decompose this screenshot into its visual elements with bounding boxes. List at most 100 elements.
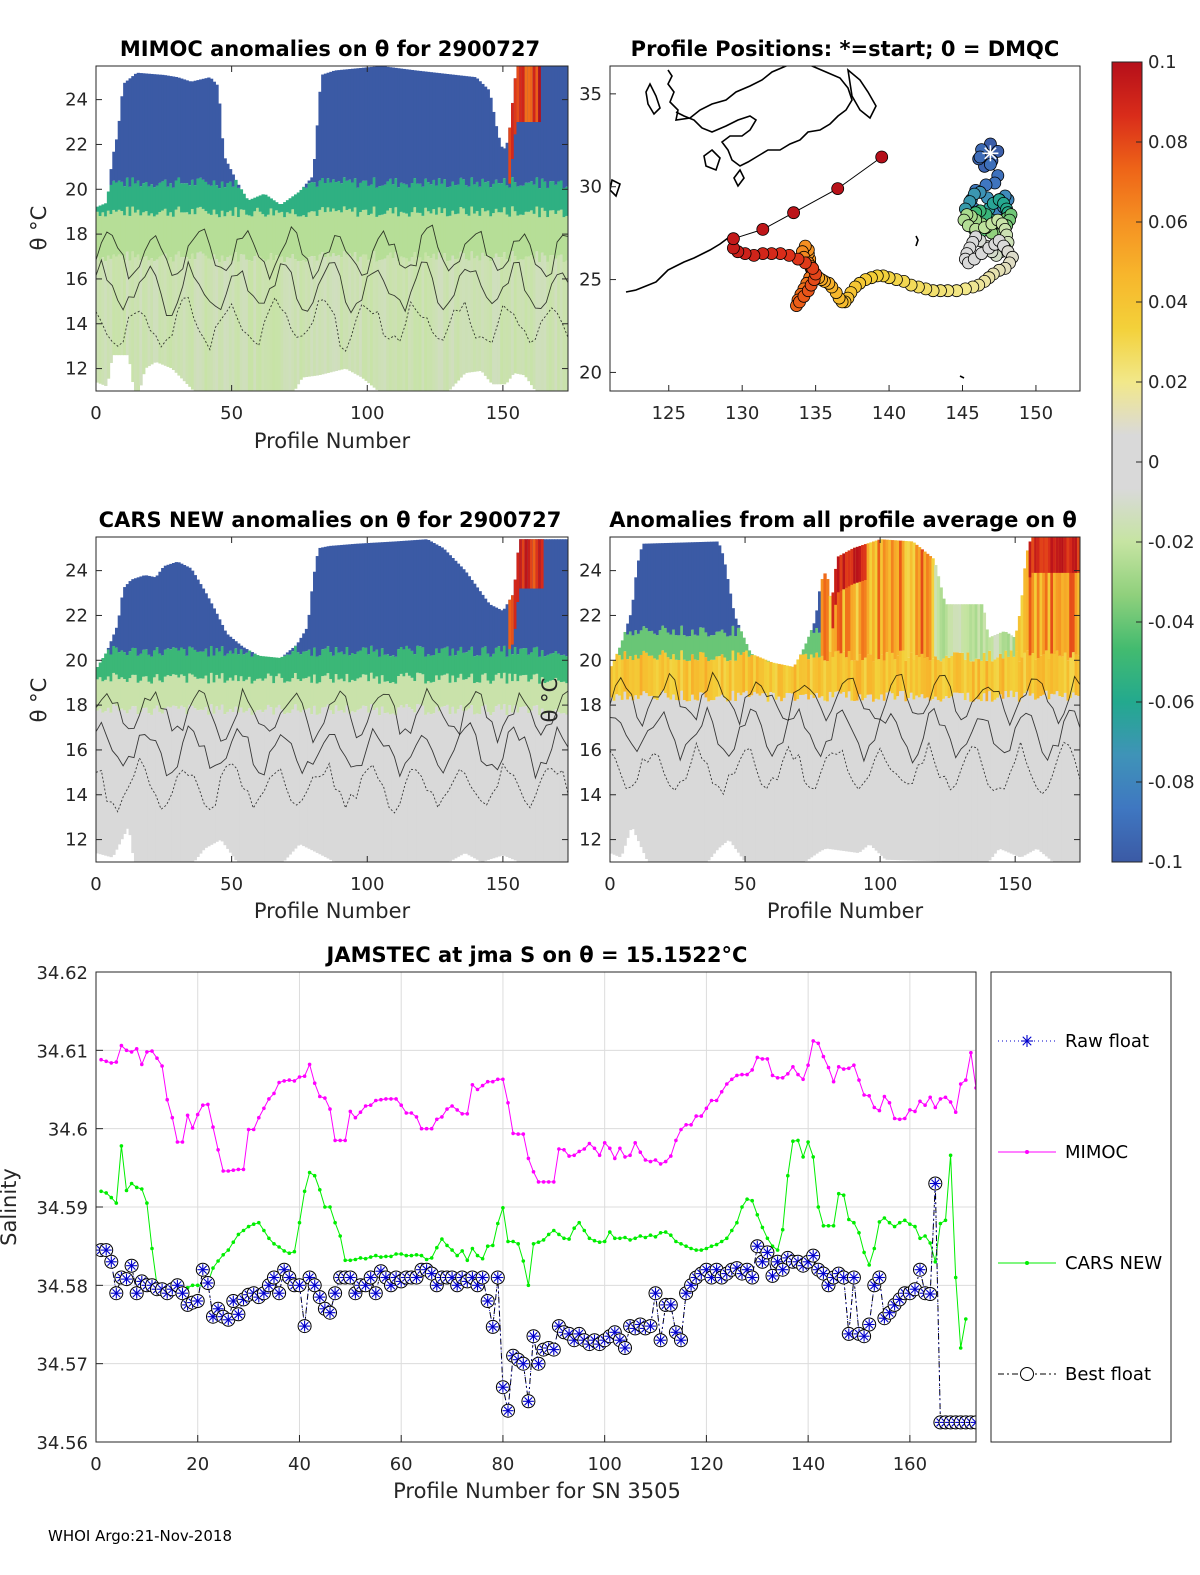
section-cell <box>207 258 211 391</box>
series-point <box>796 1072 800 1077</box>
section-cell <box>426 256 431 391</box>
section-cell <box>1031 537 1035 573</box>
section-cell <box>1047 658 1051 700</box>
series-point <box>389 1097 393 1101</box>
section-cell <box>223 630 227 656</box>
section-cell <box>481 252 485 373</box>
section-cell <box>237 261 241 391</box>
section-cell <box>264 194 268 217</box>
section-cell <box>171 563 176 648</box>
section-cell <box>726 636 730 662</box>
section-cell <box>364 67 368 181</box>
series-point <box>806 1063 810 1067</box>
section-cell <box>990 701 995 857</box>
section-cell <box>546 681 550 714</box>
section-cell <box>142 257 146 375</box>
section-cell <box>977 699 981 862</box>
section-cell <box>923 658 927 699</box>
section-cell <box>182 649 187 676</box>
section-cell <box>356 187 360 217</box>
series-point <box>658 1231 663 1235</box>
section-cell <box>193 708 197 861</box>
section-cell <box>280 211 284 257</box>
section-cell <box>245 198 249 215</box>
y-tick-label: 12 <box>579 830 602 851</box>
section-cell <box>209 603 214 646</box>
section-cell <box>1031 653 1035 694</box>
section-cell <box>521 214 526 260</box>
raw-float-star <box>371 1288 381 1298</box>
section-cell <box>256 207 260 253</box>
section-cell <box>413 540 417 655</box>
section-cell <box>378 656 382 684</box>
section-cell <box>161 713 165 862</box>
section-cell <box>508 673 512 705</box>
section-cell <box>709 635 714 660</box>
section-cell <box>513 647 518 674</box>
section-cell <box>1071 652 1076 693</box>
section-cell <box>720 629 725 655</box>
section-cell <box>669 634 673 660</box>
raw-float-star <box>193 1296 202 1306</box>
section-cell <box>313 182 317 212</box>
section-cell <box>128 78 132 187</box>
section-cell <box>551 181 556 211</box>
x-tick-label: 150 <box>486 403 520 424</box>
section-cell <box>291 678 295 710</box>
raw-float-star <box>132 1288 141 1298</box>
section-cell <box>693 659 698 700</box>
raw-float-star <box>773 1257 782 1267</box>
series-point <box>363 1104 368 1108</box>
section-cell <box>348 208 352 254</box>
series-point <box>918 1099 922 1104</box>
section-cell <box>549 181 553 211</box>
series-point <box>429 1126 434 1131</box>
series-point <box>602 1239 607 1244</box>
section-cell <box>223 655 227 683</box>
section-cell <box>845 697 849 852</box>
section-cell <box>283 682 287 715</box>
track-point <box>756 222 770 236</box>
section-cell <box>304 187 309 217</box>
section-cell <box>565 683 568 715</box>
section-cell <box>557 210 561 256</box>
section-cell <box>872 701 876 848</box>
section-cell <box>540 650 545 678</box>
section-cell <box>448 555 452 656</box>
series-point <box>521 1259 526 1263</box>
section-cell <box>901 691 906 861</box>
section-cell <box>106 191 111 211</box>
section-cell <box>337 210 341 255</box>
section-cell <box>527 66 531 123</box>
series-point <box>725 1236 729 1241</box>
section-cell <box>117 209 122 255</box>
legend-swatch-dot <box>1025 1150 1029 1154</box>
section-cell <box>359 708 363 862</box>
section-cell <box>718 545 722 632</box>
section-cell <box>386 654 390 682</box>
section-cell <box>109 641 113 655</box>
section-cell <box>736 627 741 653</box>
section-cell <box>426 712 431 862</box>
section-cell <box>519 675 523 707</box>
section-cell <box>410 257 414 391</box>
series-point <box>948 1100 953 1104</box>
section-cell <box>511 654 515 682</box>
section-cell <box>416 212 420 258</box>
section-cell <box>432 713 436 862</box>
section-cell <box>1044 537 1049 651</box>
series-point <box>460 1112 465 1116</box>
section-cell <box>521 259 526 376</box>
x-tick-label: 0 <box>604 874 615 895</box>
section-cell <box>869 542 873 655</box>
section-cell <box>516 552 520 655</box>
section-cell <box>318 682 322 714</box>
section-cell <box>378 66 382 187</box>
section-cell <box>261 214 265 259</box>
section-cell <box>982 652 987 694</box>
section-cell <box>353 207 358 253</box>
section-cell <box>275 657 279 677</box>
section-cell <box>623 631 627 652</box>
section-cell <box>912 542 916 660</box>
section-cell <box>626 623 630 635</box>
